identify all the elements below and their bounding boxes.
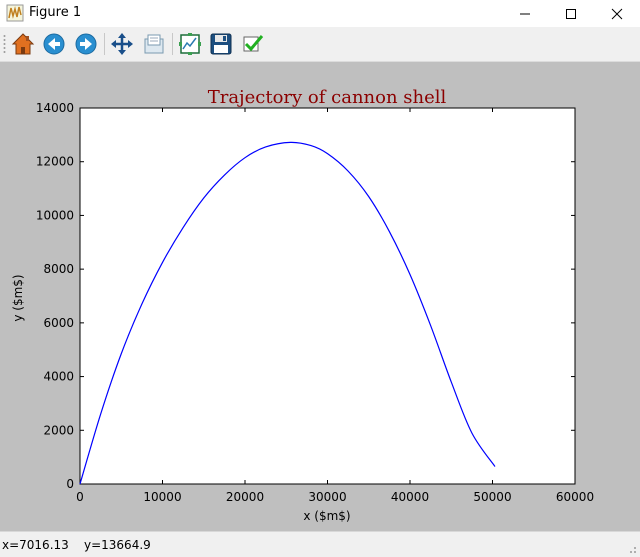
y-tick-label: 2000 — [43, 423, 74, 437]
trajectory-chart[interactable]: Trajectory of cannon shell 0 10000 20000 30… — [0, 62, 640, 531]
x-tick-label: 60000 — [556, 490, 594, 504]
minimize-button[interactable] — [502, 0, 548, 27]
checkmark-icon — [243, 35, 264, 52]
x-tick-label: 10000 — [143, 490, 181, 504]
toolbar-separator — [172, 33, 173, 55]
y-tick-label: 6000 — [43, 316, 74, 330]
y-tick-label: 12000 — [36, 155, 74, 169]
zoom-button[interactable] — [140, 30, 168, 58]
toolbar-grip-icon[interactable] — [3, 34, 6, 56]
y-tick-label: 8000 — [43, 262, 74, 276]
plot-area — [79, 107, 576, 485]
close-icon — [611, 8, 623, 19]
x-tick-label: 30000 — [308, 490, 346, 504]
save-button[interactable] — [207, 30, 235, 58]
maximize-icon — [566, 8, 576, 19]
matplotlib-app-icon — [6, 4, 24, 22]
y-tick-label: 10000 — [36, 208, 74, 222]
zoom-rect-icon — [144, 34, 164, 54]
status-bar: x=7016.13 y=13664.9 — [0, 531, 640, 557]
minimize-icon — [520, 13, 530, 14]
x-axis-label: x ($m$) — [303, 509, 350, 523]
navigation-toolbar — [0, 27, 640, 62]
resize-grip-icon[interactable] — [627, 544, 637, 554]
back-button[interactable] — [40, 30, 68, 58]
toolbar-separator — [104, 33, 105, 55]
home-icon — [11, 33, 35, 55]
cursor-y-readout: y=13664.9 — [84, 538, 151, 552]
configure-subplots-icon — [179, 33, 201, 55]
forward-button[interactable] — [72, 30, 100, 58]
window-title: Figure 1 — [29, 5, 82, 20]
forward-arrow-icon — [75, 33, 97, 55]
floppy-disk-icon — [210, 33, 232, 55]
close-button[interactable] — [594, 0, 640, 27]
move-arrows-icon — [111, 33, 133, 55]
maximize-button[interactable] — [548, 0, 594, 27]
figure-canvas[interactable]: Trajectory of cannon shell 0 10000 20000 30… — [0, 62, 640, 531]
y-axis-label: y ($m$) — [11, 274, 25, 321]
back-arrow-icon — [43, 33, 65, 55]
x-tick-label: 20000 — [226, 490, 264, 504]
x-tick-label: 0 — [76, 490, 84, 504]
title-bar: Figure 1 — [0, 0, 640, 27]
trajectory-line — [79, 141, 496, 485]
x-tick-label: 50000 — [473, 490, 511, 504]
y-tick-label: 0 — [66, 477, 74, 491]
pan-button[interactable] — [108, 30, 136, 58]
y-tick-label: 4000 — [43, 370, 74, 384]
subplots-button[interactable] — [176, 30, 204, 58]
home-button[interactable] — [9, 30, 37, 58]
x-tick-label: 40000 — [391, 490, 429, 504]
edit-axis-button[interactable] — [239, 30, 267, 58]
chart-title: Trajectory of cannon shell — [208, 87, 447, 108]
cursor-x-readout: x=7016.13 — [2, 538, 69, 552]
y-tick-label: 14000 — [36, 101, 74, 115]
